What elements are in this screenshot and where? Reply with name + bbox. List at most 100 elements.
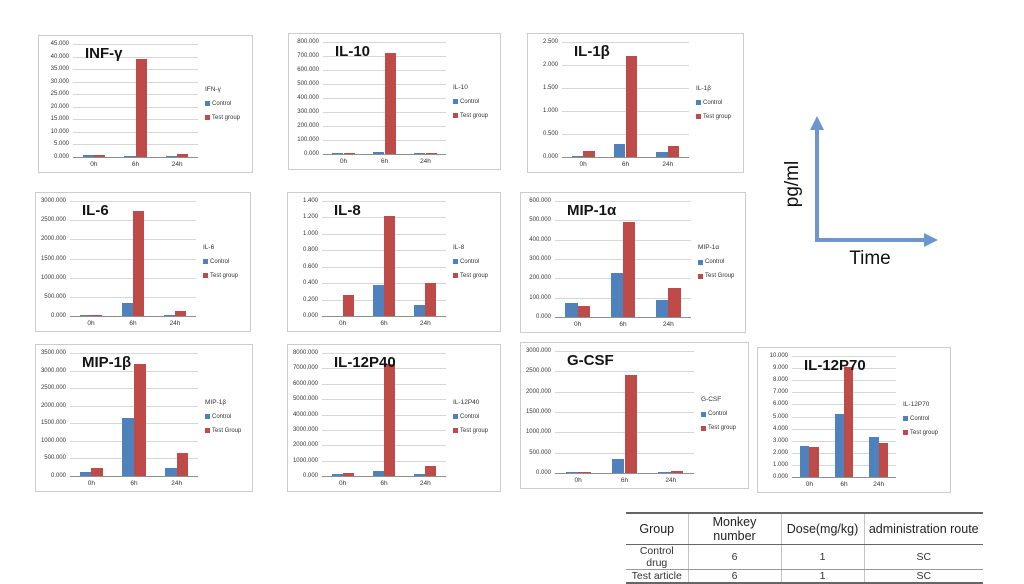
legend-label: Control: [708, 411, 728, 418]
bar-test-group-24h: [670, 470, 684, 473]
y-tick-label: 6000.000: [292, 380, 318, 387]
legend-swatch-icon: [203, 273, 208, 279]
bar-test-group-0h: [342, 294, 354, 316]
x-tick-label: 24h: [169, 320, 181, 327]
legend-title: IL-6: [203, 243, 215, 251]
gridline: [555, 220, 691, 222]
bar-control-0h: [571, 156, 584, 157]
legend-swatch-icon: [203, 259, 208, 265]
bar-test-group-0h: [583, 151, 595, 157]
y-tick-label: 1000.000: [292, 457, 318, 464]
x-tick-label: 24h: [662, 321, 674, 328]
x-tick-label: 0h: [574, 321, 582, 328]
bar-control-0h: [79, 315, 91, 316]
y-tick-label: 0.000: [772, 474, 788, 480]
x-axis-line: [555, 473, 694, 474]
y-tick-label: 300.000: [297, 109, 319, 115]
y-tick-label: 3000.000: [40, 198, 66, 204]
bar-test-group-0h: [578, 471, 591, 473]
x-tick-label: 24h: [171, 480, 183, 487]
x-tick-label: 0h: [87, 320, 95, 327]
bar-test-group-6h: [133, 210, 145, 316]
y-tick-label: 2500.000: [525, 368, 551, 375]
bar-control-6h: [372, 470, 384, 476]
legend-item-control: Control: [203, 259, 229, 265]
y-tick-label: 100.000: [529, 294, 551, 301]
y-tick-label: 300.000: [529, 256, 551, 262]
x-tick-label: 6h: [620, 477, 629, 484]
bar-control-6h: [124, 155, 136, 157]
bar-test-group-0h: [343, 153, 355, 154]
bar-test-group-0h: [809, 447, 819, 477]
x-tick-label: 6h: [380, 320, 388, 327]
bar-test-group-24h: [425, 152, 437, 154]
legend-title: G-CSF: [701, 396, 722, 404]
x-tick-label: 0h: [579, 161, 587, 168]
bar-test-group-0h: [91, 468, 103, 476]
y-tick-label: 2000.000: [292, 442, 318, 449]
legend-label: Test group: [460, 427, 489, 434]
bar-control-0h: [565, 472, 579, 473]
x-tick-label: 0h: [339, 480, 347, 487]
y-tick-label: 7.000: [772, 389, 788, 396]
chart-title: IL-6: [82, 202, 109, 219]
cell-dose: 1: [780, 569, 864, 584]
legend-label: Test group: [708, 425, 737, 432]
bar-control-6h: [122, 418, 134, 476]
right-arrowhead-icon: [924, 233, 938, 247]
legend-title: MIP-1β: [205, 398, 227, 406]
chart-panel-mip-1: 0.000 500.000 1000.000 1500.000 2000.000 2500…: [35, 344, 253, 492]
bar-test-group-24h: [176, 452, 189, 476]
chart-title: MIP-1α: [567, 202, 617, 219]
y-tick-label: 1500.000: [525, 409, 551, 415]
legend-item-control: Control: [701, 411, 727, 417]
bar-control-24h: [658, 471, 671, 473]
y-tick-label: 200.000: [529, 275, 551, 282]
y-tick-label: 8.000: [772, 377, 788, 384]
cell-route: SC: [863, 569, 983, 584]
y-tick-label: 800.000: [297, 39, 319, 45]
legend-label: Test Group: [212, 427, 242, 434]
x-axis-line: [322, 316, 446, 317]
y-tick-label: 3000.000: [40, 367, 66, 374]
col-header-monkey-number: Monkey number: [687, 512, 781, 545]
y-tick-label: 500.000: [529, 449, 551, 456]
cell-dose: 1: [780, 544, 864, 570]
y-tick-label: 15.000: [50, 116, 69, 123]
bar-test-group-6h: [384, 363, 396, 476]
table-row: Control drug 6 1 SC: [626, 544, 983, 570]
y-tick-label: 9.000: [772, 365, 788, 372]
legend-label: Control: [460, 98, 480, 105]
legend-label: Control: [210, 258, 230, 265]
y-tick-label: 700.000: [297, 53, 319, 59]
cell-route: SC: [863, 544, 983, 570]
bar-control-0h: [799, 445, 810, 477]
legend-label: Test group: [210, 272, 239, 279]
chart-title: IL-12P40: [334, 354, 396, 371]
y-tick-label: 1000.000: [40, 274, 66, 281]
x-axis-line: [323, 154, 446, 155]
bar-test-group-6h: [625, 55, 637, 157]
bar-control-6h: [372, 284, 384, 316]
y-tick-label: 1.000: [302, 230, 318, 237]
x-tick-label: 0h: [339, 320, 347, 327]
chart-title: IL-8: [334, 202, 361, 219]
y-tick-label: 5.000: [772, 413, 788, 420]
col-header-group: Group: [626, 512, 688, 545]
y-tick-label: 3.000: [772, 437, 788, 444]
legend-title: IL-12P40: [453, 398, 480, 406]
col-header-dose: Dose(mg/kg): [780, 512, 864, 545]
gridline: [792, 356, 896, 357]
bar-test-group-6h: [384, 215, 396, 316]
x-tick-label: 0h: [87, 480, 95, 487]
y-tick-label: 7000.000: [292, 365, 318, 372]
legend-label: Control: [212, 100, 232, 107]
bar-control-24h: [165, 155, 178, 157]
legend-label: Control: [910, 415, 930, 422]
y-tick-label: 2000.000: [40, 402, 66, 409]
bar-control-24h: [869, 437, 879, 477]
bar-control-6h: [611, 459, 625, 473]
y-tick-label: 3000.000: [292, 426, 318, 433]
cell-group: Test article: [626, 569, 688, 584]
y-tick-label: 40.000: [50, 53, 69, 60]
